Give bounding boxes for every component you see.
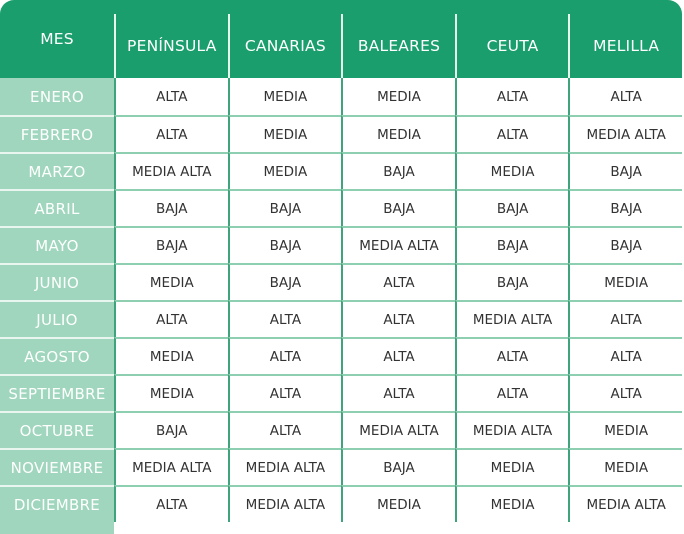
demand-cell-península: MEDIA <box>114 337 228 374</box>
demand-cell-península: BAJA <box>114 411 228 448</box>
demand-cell-baleares: BAJA <box>341 448 455 485</box>
month-cell: JULIO <box>0 300 114 337</box>
table-row: ABRIL BAJA BAJA BAJA BAJA BAJA <box>0 189 682 226</box>
demand-cell-melilla: BAJA <box>568 189 682 226</box>
demand-cell-melilla: MEDIA ALTA <box>568 485 682 522</box>
demand-cell-baleares: ALTA <box>341 374 455 411</box>
month-cell: MAYO <box>0 226 114 263</box>
table-row: OCTUBRE BAJA ALTA MEDIA ALTA MEDIA ALTA MEDIA <box>0 411 682 448</box>
demand-cell-melilla: MEDIA ALTA <box>568 115 682 152</box>
demand-cell-canarias: MEDIA ALTA <box>227 485 342 522</box>
demand-cell-baleares: MEDIA ALTA <box>341 226 455 263</box>
demand-cell-melilla: MEDIA <box>568 263 682 300</box>
demand-cell-canarias: ALTA <box>227 300 342 337</box>
header-mes: MES <box>40 30 74 48</box>
demand-cell-baleares: BAJA <box>341 152 455 189</box>
table-row: AGOSTO MEDIA ALTA ALTA ALTA ALTA <box>0 337 682 374</box>
demand-cell-canarias: MEDIA <box>227 115 342 152</box>
table-row: JUNIO MEDIA BAJA ALTA BAJA MEDIA <box>0 263 682 300</box>
demand-cell-melilla: BAJA <box>568 226 682 263</box>
demand-cell-ceuta: ALTA <box>454 115 569 152</box>
table-row: FEBRERO ALTA MEDIA MEDIA ALTA MEDIA ALTA <box>0 115 682 152</box>
demand-cell-melilla: ALTA <box>568 300 682 337</box>
month-cell: ENERO <box>0 78 114 115</box>
demand-cell-canarias: MEDIA <box>227 78 342 115</box>
demand-cell-baleares: ALTA <box>341 337 455 374</box>
table-row: JULIO ALTA ALTA ALTA MEDIA ALTA ALTA <box>0 300 682 337</box>
demand-cell-canarias: ALTA <box>227 337 342 374</box>
demand-cell-ceuta: ALTA <box>454 337 569 374</box>
demand-cell-melilla: MEDIA <box>568 411 682 448</box>
demand-cell-península: BAJA <box>114 226 228 263</box>
table-row: MARZO MEDIA ALTA MEDIA BAJA MEDIA BAJA <box>0 152 682 189</box>
demand-cell-península: MEDIA ALTA <box>114 448 228 485</box>
demand-cell-ceuta: ALTA <box>454 78 569 115</box>
demand-cell-baleares: MEDIA <box>341 115 455 152</box>
demand-cell-melilla: MEDIA <box>568 448 682 485</box>
month-cell: NOVIEMBRE <box>0 448 114 485</box>
month-cell: OCTUBRE <box>0 411 114 448</box>
demand-cell-canarias: ALTA <box>227 411 342 448</box>
demand-cell-canarias: MEDIA ALTA <box>227 448 342 485</box>
table-row: ENERO ALTA MEDIA MEDIA ALTA ALTA <box>0 78 682 115</box>
demand-cell-península: ALTA <box>114 300 228 337</box>
table-header: MES PENÍNSULA CANARIAS BALEARES CEUTA ME… <box>0 0 682 78</box>
demand-cell-ceuta: MEDIA <box>454 485 569 522</box>
month-cell: SEPTIEMBRE <box>0 374 114 411</box>
demand-cell-península: BAJA <box>114 189 228 226</box>
month-column-tail <box>0 522 114 534</box>
month-cell: AGOSTO <box>0 337 114 374</box>
demand-cell-península: ALTA <box>114 78 228 115</box>
header-ceuta: CEUTA <box>454 14 569 78</box>
demand-cell-península: MEDIA ALTA <box>114 152 228 189</box>
demand-cell-baleares: BAJA <box>341 189 455 226</box>
demand-cell-ceuta: BAJA <box>454 226 569 263</box>
demand-cell-ceuta: MEDIA <box>454 448 569 485</box>
demand-cell-melilla: ALTA <box>568 337 682 374</box>
table-row: MAYO BAJA BAJA MEDIA ALTA BAJA BAJA <box>0 226 682 263</box>
month-cell: JUNIO <box>0 263 114 300</box>
demand-cell-península: MEDIA <box>114 374 228 411</box>
demand-cell-melilla: ALTA <box>568 374 682 411</box>
demand-cell-canarias: MEDIA <box>227 152 342 189</box>
demand-cell-canarias: BAJA <box>227 226 342 263</box>
table-row: NOVIEMBRE MEDIA ALTA MEDIA ALTA BAJA MEDIA ME… <box>0 448 682 485</box>
table-row: DICIEMBRE ALTA MEDIA ALTA MEDIA MEDIA MEDIA A… <box>0 485 682 522</box>
demand-cell-baleares: ALTA <box>341 300 455 337</box>
demand-cell-ceuta: MEDIA ALTA <box>454 300 569 337</box>
demand-cell-baleares: MEDIA <box>341 78 455 115</box>
header-melilla: MELILLA <box>568 14 682 78</box>
demand-cell-baleares: MEDIA ALTA <box>341 411 455 448</box>
table-row: SEPTIEMBRE MEDIA ALTA ALTA ALTA ALTA <box>0 374 682 411</box>
header-canarias: CANARIAS <box>227 14 342 78</box>
month-cell: DICIEMBRE <box>0 485 114 522</box>
demand-cell-canarias: BAJA <box>227 189 342 226</box>
demand-cell-ceuta: BAJA <box>454 189 569 226</box>
month-cell: FEBRERO <box>0 115 114 152</box>
demand-cell-baleares: MEDIA <box>341 485 455 522</box>
demand-cell-península: ALTA <box>114 115 228 152</box>
demand-cell-ceuta: MEDIA ALTA <box>454 411 569 448</box>
demand-cell-península: MEDIA <box>114 263 228 300</box>
month-cell: MARZO <box>0 152 114 189</box>
demand-cell-baleares: ALTA <box>341 263 455 300</box>
header-peninsula: PENÍNSULA <box>114 14 228 78</box>
demand-cell-melilla: ALTA <box>568 78 682 115</box>
demand-cell-ceuta: MEDIA <box>454 152 569 189</box>
demand-cell-ceuta: BAJA <box>454 263 569 300</box>
header-baleares: BALEARES <box>341 14 455 78</box>
demand-cell-península: ALTA <box>114 485 228 522</box>
demand-cell-melilla: BAJA <box>568 152 682 189</box>
month-cell: ABRIL <box>0 189 114 226</box>
table-body: ENERO ALTA MEDIA MEDIA ALTA ALTA FEBRERO ALTA ME… <box>0 78 682 522</box>
demand-cell-canarias: ALTA <box>227 374 342 411</box>
demand-cell-canarias: BAJA <box>227 263 342 300</box>
demand-cell-ceuta: ALTA <box>454 374 569 411</box>
